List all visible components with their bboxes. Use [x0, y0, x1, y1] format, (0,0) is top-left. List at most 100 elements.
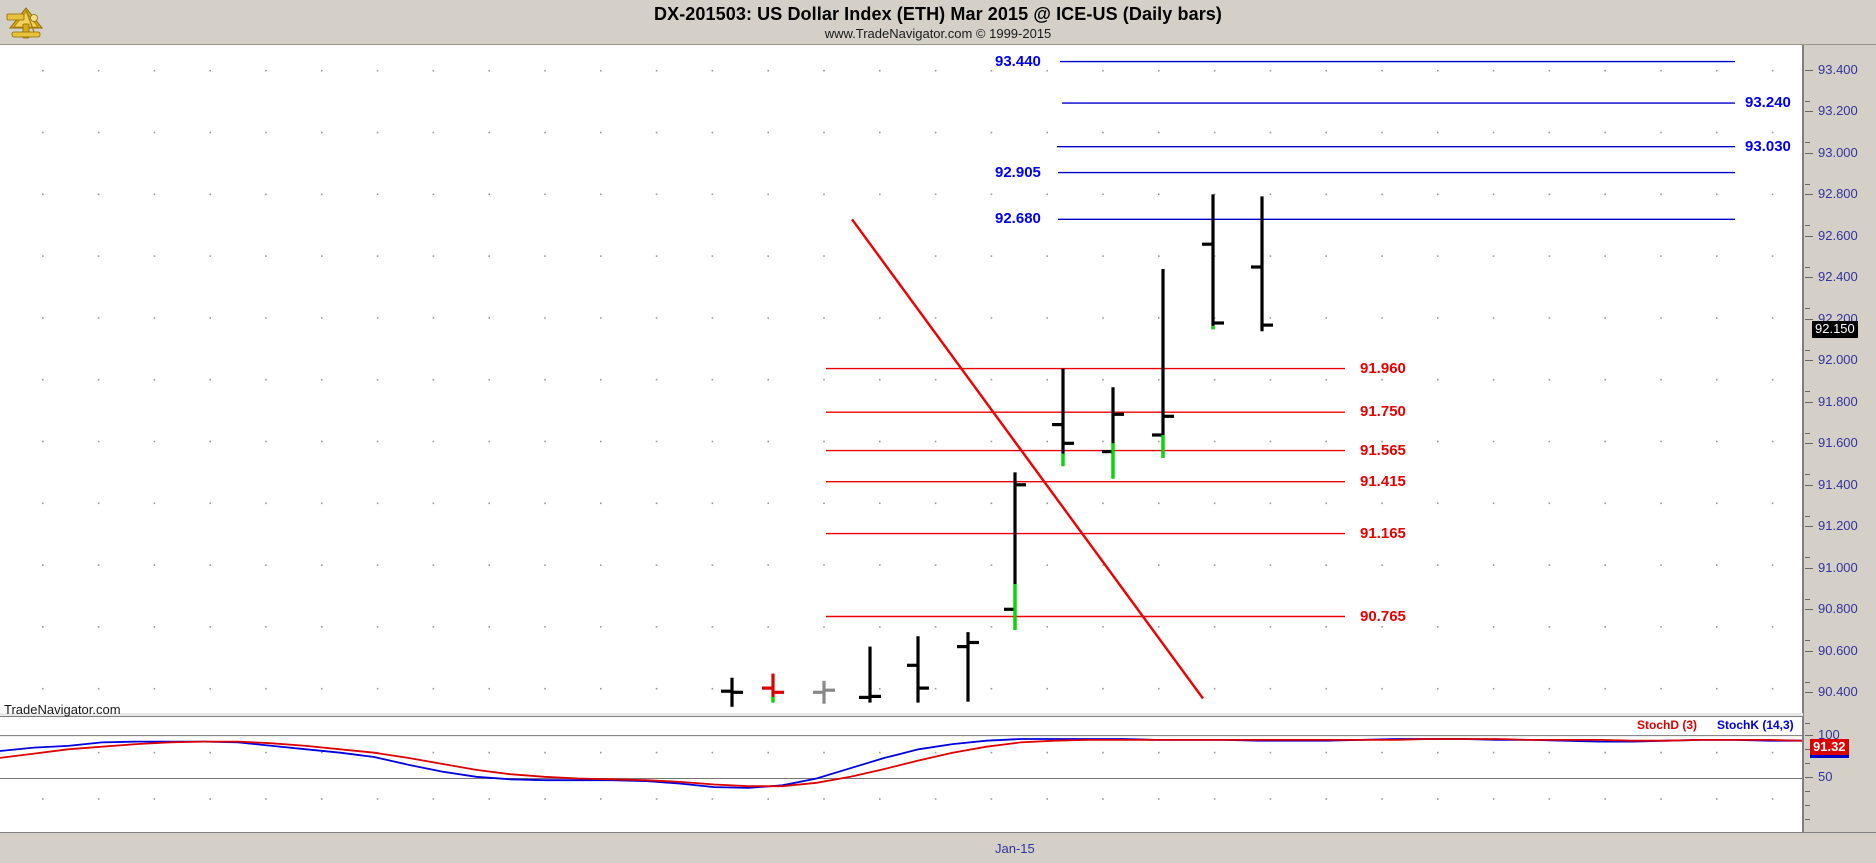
price-tick-label: 90.600: [1818, 642, 1858, 658]
support-label-90.765: 90.765: [1360, 607, 1406, 625]
price-tick-mark: [1805, 692, 1813, 694]
price-tick-mark-minor: [1805, 515, 1810, 517]
price-tick-mark: [1805, 609, 1813, 611]
price-tick-label: 92.400: [1818, 269, 1858, 285]
support-label-91.750: 91.750: [1360, 403, 1406, 421]
indicator-tick-mark-minor: [1805, 790, 1810, 792]
ohlc-bar: [1004, 472, 1026, 630]
price-tick-mark: [1805, 318, 1813, 320]
price-tick-mark-minor: [1805, 681, 1810, 683]
page-subtitle: www.TradeNavigator.com © 1999-2015: [824, 26, 1052, 41]
price-tick-label: 91.400: [1818, 476, 1858, 492]
price-tick-label: 90.800: [1818, 601, 1858, 617]
price-tick-label: 92.000: [1818, 352, 1858, 368]
price-tick-label: 93.200: [1818, 103, 1858, 119]
support-label-91.165: 91.165: [1360, 524, 1406, 542]
price-tick-mark: [1805, 360, 1813, 362]
ohlc-bar: [859, 646, 881, 703]
ohlc-bar: [1152, 269, 1174, 458]
indicator-tick-mark-minor: [1805, 762, 1810, 764]
price-tick-mark: [1805, 194, 1813, 196]
indicator-tick-mark-minor: [1805, 748, 1810, 750]
window-header: DX-201503: US Dollar Index (ETH) Mar 201…: [0, 0, 1876, 45]
support-label-91.960: 91.960: [1360, 359, 1406, 377]
stochastic-indicator-panel[interactable]: [0, 716, 1803, 832]
price-tick-mark: [1805, 69, 1813, 71]
price-tick-label: 93.000: [1818, 144, 1858, 160]
time-axis-label: Jan-15: [995, 841, 1035, 856]
resistance-label-93.440: 93.440: [995, 52, 1041, 70]
indicator-tick-mark-minor: [1805, 818, 1810, 820]
indicator-series-stochd: [0, 738, 1802, 788]
price-tick-mark: [1805, 443, 1813, 445]
resistance-lines: [1057, 60, 1735, 221]
price-tick-label: 91.000: [1818, 559, 1858, 575]
support-lines: [826, 367, 1345, 618]
price-tick-mark: [1805, 567, 1813, 569]
resistance-label-92.680: 92.680: [995, 210, 1041, 228]
price-tick-mark-minor: [1805, 474, 1810, 476]
price-tick-label: 91.800: [1818, 393, 1858, 409]
sextant-logo-icon: [4, 2, 48, 42]
price-tick-mark-minor: [1805, 391, 1810, 393]
legend-stoch-k[interactable]: StochK (14,3): [1717, 718, 1794, 732]
price-tick-label: 93.400: [1818, 61, 1858, 77]
last-price-tag: 92.150: [1812, 321, 1858, 339]
ohlc-bar: [957, 632, 979, 702]
price-tick-mark-minor: [1805, 142, 1810, 144]
price-tick-label: 92.600: [1818, 227, 1858, 243]
ohlc-bar: [813, 680, 835, 704]
price-tick-mark: [1805, 401, 1813, 403]
price-tick-mark-minor: [1805, 266, 1810, 268]
stochastic-canvas: [0, 735, 1802, 800]
resistance-label-92.905: 92.905: [995, 163, 1041, 181]
time-scale-axis[interactable]: Jan-15: [0, 832, 1876, 863]
ohlc-bars: [721, 194, 1273, 707]
indicator-tick-label: 100: [1818, 726, 1840, 742]
ohlc-bar: [1102, 387, 1124, 479]
indicator-tick-mark: [1805, 777, 1813, 779]
price-tick-mark-minor: [1805, 723, 1810, 725]
ohlc-bar: [907, 636, 929, 703]
price-tick-mark-minor: [1805, 183, 1810, 185]
price-tick-mark: [1805, 235, 1813, 237]
trendline: [851, 218, 1204, 700]
watermark-label: TradeNavigator.com: [4, 702, 121, 717]
price-tick-label: 91.200: [1818, 518, 1858, 534]
price-tick-mark: [1805, 650, 1813, 652]
support-label-91.415: 91.415: [1360, 472, 1406, 490]
price-tick-mark-minor: [1805, 640, 1810, 642]
panel-divider: [0, 713, 1803, 716]
price-tick-mark: [1805, 526, 1813, 528]
indicator-series-stochk: [0, 738, 1802, 789]
ohlc-bar: [1202, 194, 1224, 330]
indicator-gridlines: [42, 751, 1774, 800]
price-tick-label: 90.400: [1818, 684, 1858, 700]
page-title: DX-201503: US Dollar Index (ETH) Mar 201…: [653, 4, 1223, 24]
indicator-tick-mark-minor: [1805, 804, 1810, 806]
price-tick-label: 92.800: [1818, 186, 1858, 202]
indicator-tick-mark: [1805, 734, 1813, 736]
price-tick-mark-minor: [1805, 432, 1810, 434]
indicator-value-tag: 91.32: [1810, 738, 1849, 759]
indicator-tick-mark-minor: [1805, 776, 1810, 778]
price-chart-canvas: [42, 60, 1774, 707]
price-tick-mark: [1805, 277, 1813, 279]
price-tick-mark-minor: [1805, 598, 1810, 600]
price-chart-panel[interactable]: [0, 45, 1803, 713]
price-tick-mark-minor: [1805, 349, 1810, 351]
indicator-tick-label: 50: [1818, 769, 1833, 785]
price-tick-mark-minor: [1805, 225, 1810, 227]
support-label-91.565: 91.565: [1360, 441, 1406, 459]
legend-stoch-d[interactable]: StochD (3): [1637, 718, 1697, 732]
price-tick-mark-minor: [1805, 557, 1810, 559]
ohlc-bar: [1052, 368, 1074, 467]
price-gridlines: [42, 69, 1774, 690]
ohlc-bar: [1251, 196, 1273, 332]
price-scale-axis[interactable]: 93.400 93.200 93.000 92.800 92.600 92.400 92.2…: [1803, 45, 1876, 832]
price-tick-mark-minor: [1805, 100, 1810, 102]
resistance-label-93.030: 93.030: [1745, 137, 1791, 155]
ohlc-bar: [721, 677, 743, 707]
ohlc-bar: [762, 673, 784, 703]
